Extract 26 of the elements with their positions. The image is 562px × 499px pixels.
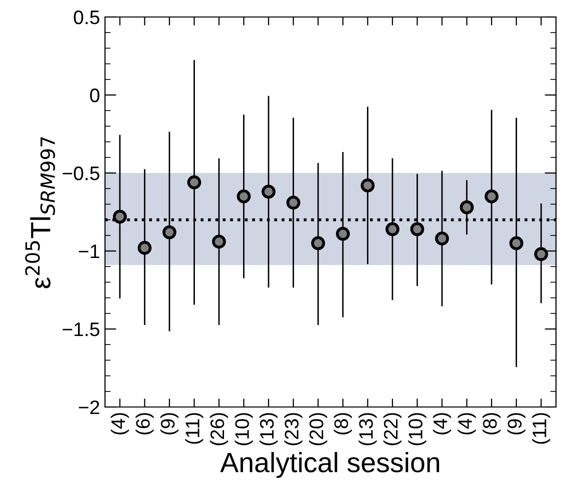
y-tick-label: 0.5	[74, 10, 100, 24]
x-tick-label: (8)	[482, 413, 501, 434]
x-tick-label: (11)	[185, 413, 204, 444]
x-tick-label: (9)	[160, 413, 178, 434]
x-tick-label: (10)	[408, 413, 426, 446]
x-tick-label: (13)	[358, 413, 377, 446]
x-tick-label: (4)	[458, 413, 476, 434]
x-tick-label: (11)	[532, 413, 550, 444]
y-tick-label: −1.5	[62, 322, 100, 336]
x-tick-label: (9)	[507, 413, 526, 434]
y-tick-label: −1	[78, 244, 100, 258]
y-tick-label: −2	[78, 400, 100, 414]
x-axis-title: Analytical session	[220, 452, 440, 478]
x-tick-label: (6)	[136, 413, 154, 434]
x-tick-label: (10)	[234, 413, 253, 446]
y-axis-title: ε$^{205}$Tl$_{SRM997}$	[25, 137, 56, 288]
x-tick-label: (4)	[110, 413, 129, 434]
x-tick-label: (20)	[309, 413, 328, 446]
x-tick-label: (22)	[383, 413, 402, 446]
x-tick-label: (13)	[259, 413, 278, 446]
y-tick-label: −0.5	[62, 166, 100, 180]
y-tick-label: 0	[90, 88, 100, 102]
x-tick-label: (8)	[334, 413, 352, 434]
x-tick-label: (23)	[284, 413, 302, 446]
x-tick-label: (4)	[432, 413, 452, 434]
x-tick-label: (26)	[210, 413, 228, 446]
